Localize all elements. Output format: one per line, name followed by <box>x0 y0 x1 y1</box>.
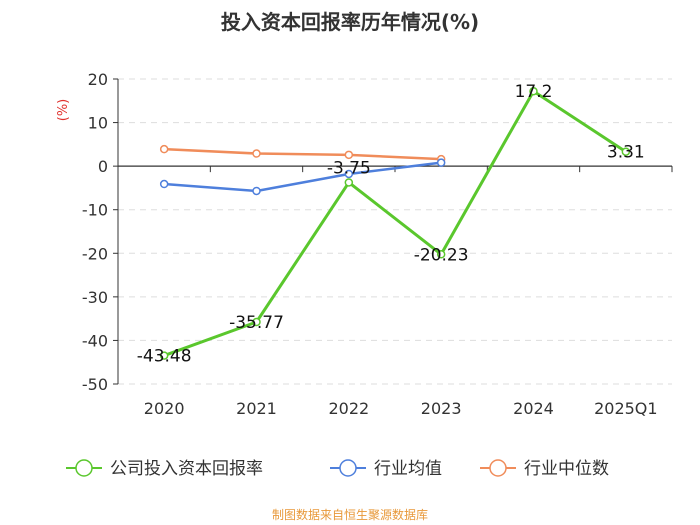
x-tick-label: 2020 <box>144 399 185 418</box>
data-point <box>159 179 169 189</box>
legend-marker <box>489 459 507 477</box>
x-tick-label: 2023 <box>421 399 462 418</box>
source-footer: 制图数据来自恒生聚源数据库 <box>271 508 428 522</box>
x-tick-label: 2024 <box>513 399 554 418</box>
legend: 公司投入资本回报率 行业均值 行业中位数 <box>66 459 609 479</box>
data-point <box>344 150 354 160</box>
legend-label: 行业中位数 <box>524 459 609 479</box>
y-tick-label: -30 <box>82 288 108 307</box>
data-point <box>252 149 261 158</box>
data-label: -43.48 <box>137 347 192 367</box>
series-1 <box>159 158 446 196</box>
data-point <box>344 169 354 179</box>
series-2 <box>159 144 446 164</box>
data-point <box>252 317 261 327</box>
legend-marker <box>339 459 357 477</box>
y-tick-label: -50 <box>82 375 108 394</box>
x-tick-label: 2025Q1 <box>594 399 658 418</box>
series-0 <box>159 86 631 360</box>
series-line <box>164 161 442 193</box>
data-label: -3.75 <box>327 158 371 178</box>
y-tick-label: 10 <box>88 114 108 133</box>
data-point <box>159 351 169 360</box>
series <box>159 86 631 360</box>
data-point <box>436 250 446 259</box>
data-point <box>252 186 261 196</box>
legend-item-1: 行业均值 <box>330 459 442 479</box>
legend-item-0: 公司投入资本回报率 <box>66 459 263 479</box>
y-tick-label: -40 <box>82 331 108 350</box>
y-tick-label: -20 <box>82 244 108 263</box>
grid-lines <box>118 78 672 385</box>
data-point <box>344 178 354 187</box>
y-tick-label: 20 <box>88 70 108 89</box>
data-label: -20.23 <box>414 245 469 265</box>
data-label: 3.31 <box>607 143 645 163</box>
legend-label: 行业均值 <box>374 459 442 479</box>
data-labels: -43.48 -35.77 -3.75 -20.23 17.2 3.31 <box>137 82 645 366</box>
legend-item-2: 行业中位数 <box>480 459 609 479</box>
data-point <box>436 158 446 167</box>
legend-marker <box>75 459 93 477</box>
x-tick-label: 2021 <box>236 399 277 418</box>
series-line <box>163 89 627 358</box>
y-tick-label: -10 <box>82 201 108 220</box>
series-line <box>164 147 442 161</box>
x-tick-label: 2022 <box>328 399 369 418</box>
data-label: 17.2 <box>515 82 553 102</box>
y-tick-label: 0 <box>98 157 108 176</box>
data-label: -35.77 <box>229 313 284 333</box>
y-axis-label: (%) <box>56 99 71 122</box>
legend-label: 公司投入资本回报率 <box>110 459 263 479</box>
data-point <box>159 144 169 154</box>
data-point <box>621 147 631 156</box>
axes: 20 10 0 -10 -20 -30 -40 -50 2020 2021 2022 2023 2024… <box>82 70 673 418</box>
data-point <box>529 86 538 96</box>
chart-title: 投入资本回报率历年情况(%) <box>220 10 480 34</box>
